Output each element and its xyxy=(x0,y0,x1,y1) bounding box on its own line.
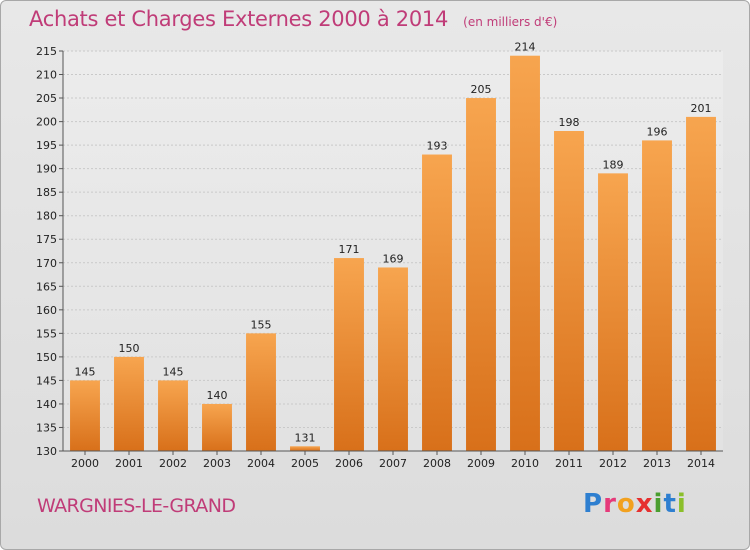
bar xyxy=(246,333,276,451)
bar xyxy=(114,356,144,451)
logo-letter: P xyxy=(583,489,604,519)
bar xyxy=(598,173,628,451)
x-tick-label: 2002 xyxy=(159,457,187,470)
bar xyxy=(554,131,584,451)
data-label: 145 xyxy=(163,365,184,378)
y-tick-label: 170 xyxy=(36,257,57,270)
logo-letter: i xyxy=(653,489,664,519)
data-label: 196 xyxy=(647,125,668,138)
x-tick-label: 2007 xyxy=(379,457,407,470)
x-tick-label: 2010 xyxy=(511,457,539,470)
logo-letter: x xyxy=(635,489,654,519)
bar xyxy=(466,98,496,451)
bar xyxy=(510,55,540,452)
data-label: 150 xyxy=(119,342,140,355)
y-tick-label: 165 xyxy=(36,280,57,293)
data-label: 131 xyxy=(295,431,316,444)
title-row: Achats et Charges Externes 2000 à 2014 (… xyxy=(29,7,557,31)
data-label: 169 xyxy=(383,252,404,265)
y-tick-label: 130 xyxy=(36,445,57,458)
data-label: 140 xyxy=(207,389,228,402)
y-tick-label: 145 xyxy=(36,374,57,387)
bar xyxy=(290,446,320,451)
y-tick-label: 180 xyxy=(36,210,57,223)
commune-name: WARGNIES-LE-GRAND xyxy=(37,495,236,517)
y-tick-label: 205 xyxy=(36,92,57,105)
x-tick-label: 2000 xyxy=(71,457,99,470)
x-tick-label: 2012 xyxy=(599,457,627,470)
logo-letter: r xyxy=(603,489,617,519)
x-tick-label: 2003 xyxy=(203,457,231,470)
x-tick-label: 2011 xyxy=(555,457,583,470)
bar xyxy=(378,267,408,451)
x-tick-label: 2013 xyxy=(643,457,671,470)
bar xyxy=(202,403,232,451)
y-tick-label: 210 xyxy=(36,69,57,82)
chart-title: Achats et Charges Externes 2000 à 2014 xyxy=(29,7,449,31)
y-tick-label: 160 xyxy=(36,304,57,317)
y-tick-label: 155 xyxy=(36,327,57,340)
bar xyxy=(70,380,100,451)
data-label: 205 xyxy=(471,83,492,96)
logo-letter: i xyxy=(676,489,687,519)
chart-subtitle: (en milliers d'€) xyxy=(463,15,558,29)
logo-letter: o xyxy=(616,489,636,519)
data-label: 155 xyxy=(251,318,272,331)
data-label: 201 xyxy=(691,102,712,115)
y-tick-label: 135 xyxy=(36,421,57,434)
data-label: 193 xyxy=(427,140,448,153)
x-tick-label: 2009 xyxy=(467,457,495,470)
x-tick-label: 2008 xyxy=(423,457,451,470)
bar xyxy=(642,140,672,452)
x-tick-label: 2014 xyxy=(687,457,715,470)
x-tick-label: 2001 xyxy=(115,457,143,470)
y-tick-label: 190 xyxy=(36,163,57,176)
data-label: 198 xyxy=(559,116,580,129)
y-tick-label: 195 xyxy=(36,139,57,152)
x-tick-label: 2004 xyxy=(247,457,275,470)
data-label: 189 xyxy=(603,158,624,171)
y-tick-label: 175 xyxy=(36,233,57,246)
bar xyxy=(334,258,364,451)
y-tick-label: 200 xyxy=(36,116,57,129)
data-label: 145 xyxy=(75,365,96,378)
proxiti-logo: Proxiti xyxy=(583,489,687,519)
y-tick-label: 140 xyxy=(36,398,57,411)
y-tick-label: 185 xyxy=(36,186,57,199)
x-tick-label: 2006 xyxy=(335,457,363,470)
data-label: 171 xyxy=(339,243,360,256)
y-tick-label: 215 xyxy=(36,45,57,58)
logo-letter: t xyxy=(663,489,677,519)
y-tick-label: 150 xyxy=(36,351,57,364)
x-tick-label: 2005 xyxy=(291,457,319,470)
bar xyxy=(422,154,452,451)
bar xyxy=(158,380,188,451)
bar xyxy=(686,116,716,451)
data-label: 214 xyxy=(515,41,536,54)
